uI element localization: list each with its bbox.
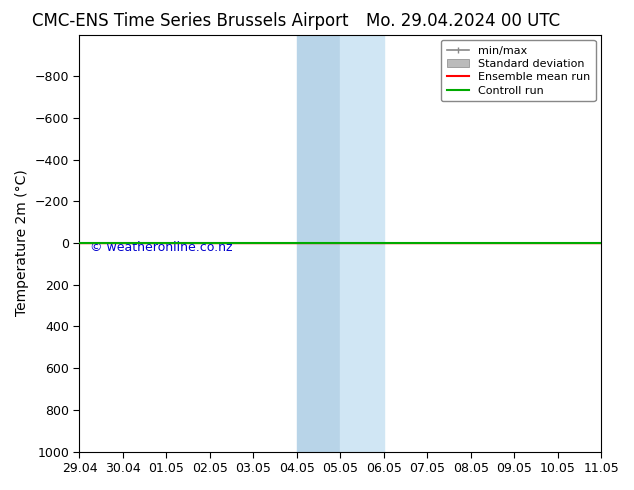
Y-axis label: Temperature 2m (°C): Temperature 2m (°C) [15,170,29,317]
Legend: min/max, Standard deviation, Ensemble mean run, Controll run: min/max, Standard deviation, Ensemble me… [441,40,595,101]
Text: CMC-ENS Time Series Brussels Airport: CMC-ENS Time Series Brussels Airport [32,12,349,30]
Text: © weatheronline.co.nz: © weatheronline.co.nz [90,241,233,254]
Text: Mo. 29.04.2024 00 UTC: Mo. 29.04.2024 00 UTC [366,12,560,30]
Bar [340,35,384,452]
Bar [297,35,340,452]
